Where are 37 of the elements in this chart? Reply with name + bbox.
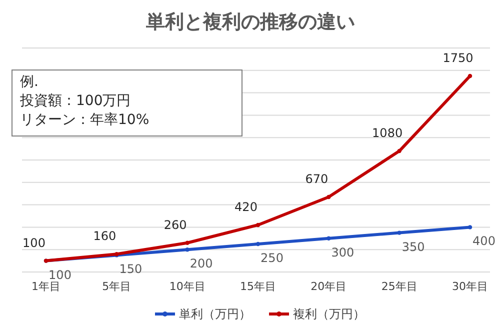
data-label: 1750 [442,51,474,65]
data-label: 670 [305,172,328,186]
point [256,242,260,246]
data-label: 100 [22,236,46,250]
point [397,230,402,235]
x-tick-label: 25年目 [381,280,418,293]
data-label: 350 [402,240,425,254]
data-label: 250 [260,251,284,265]
point [185,240,190,245]
point [468,225,472,230]
point [326,236,331,241]
data-label: 300 [331,245,354,260]
data-label: 150 [119,262,142,276]
x-tick-label: 20年目 [310,280,347,293]
annotation: 投資額：100万円 [19,93,131,109]
data-label: 260 [164,218,187,232]
x-tick-label: 15年目 [240,280,276,293]
point [256,222,260,228]
point [468,74,472,78]
data-label: 420 [234,200,258,214]
x-tick-label: 10年目 [169,280,206,293]
data-label: 100 [48,268,72,282]
data-label: 200 [190,256,213,271]
x-tick-label: 1年目 [32,280,60,293]
legend-label: 単利（万円） [179,307,251,321]
x-tick-label: 30年目 [452,280,488,293]
data-label: 400 [472,234,496,248]
point [326,194,331,200]
annotation: リターン：年率10% [20,112,150,128]
point [185,247,190,252]
point [397,148,402,154]
chart-title: 単利と複利の推移の違い [145,11,355,33]
legend-label: 複利（万円） [293,307,365,321]
data-label: 160 [93,229,116,244]
annotation: 例. [20,74,38,90]
x-tick-label: 5年目 [102,280,132,293]
data-label: 1080 [372,126,403,140]
